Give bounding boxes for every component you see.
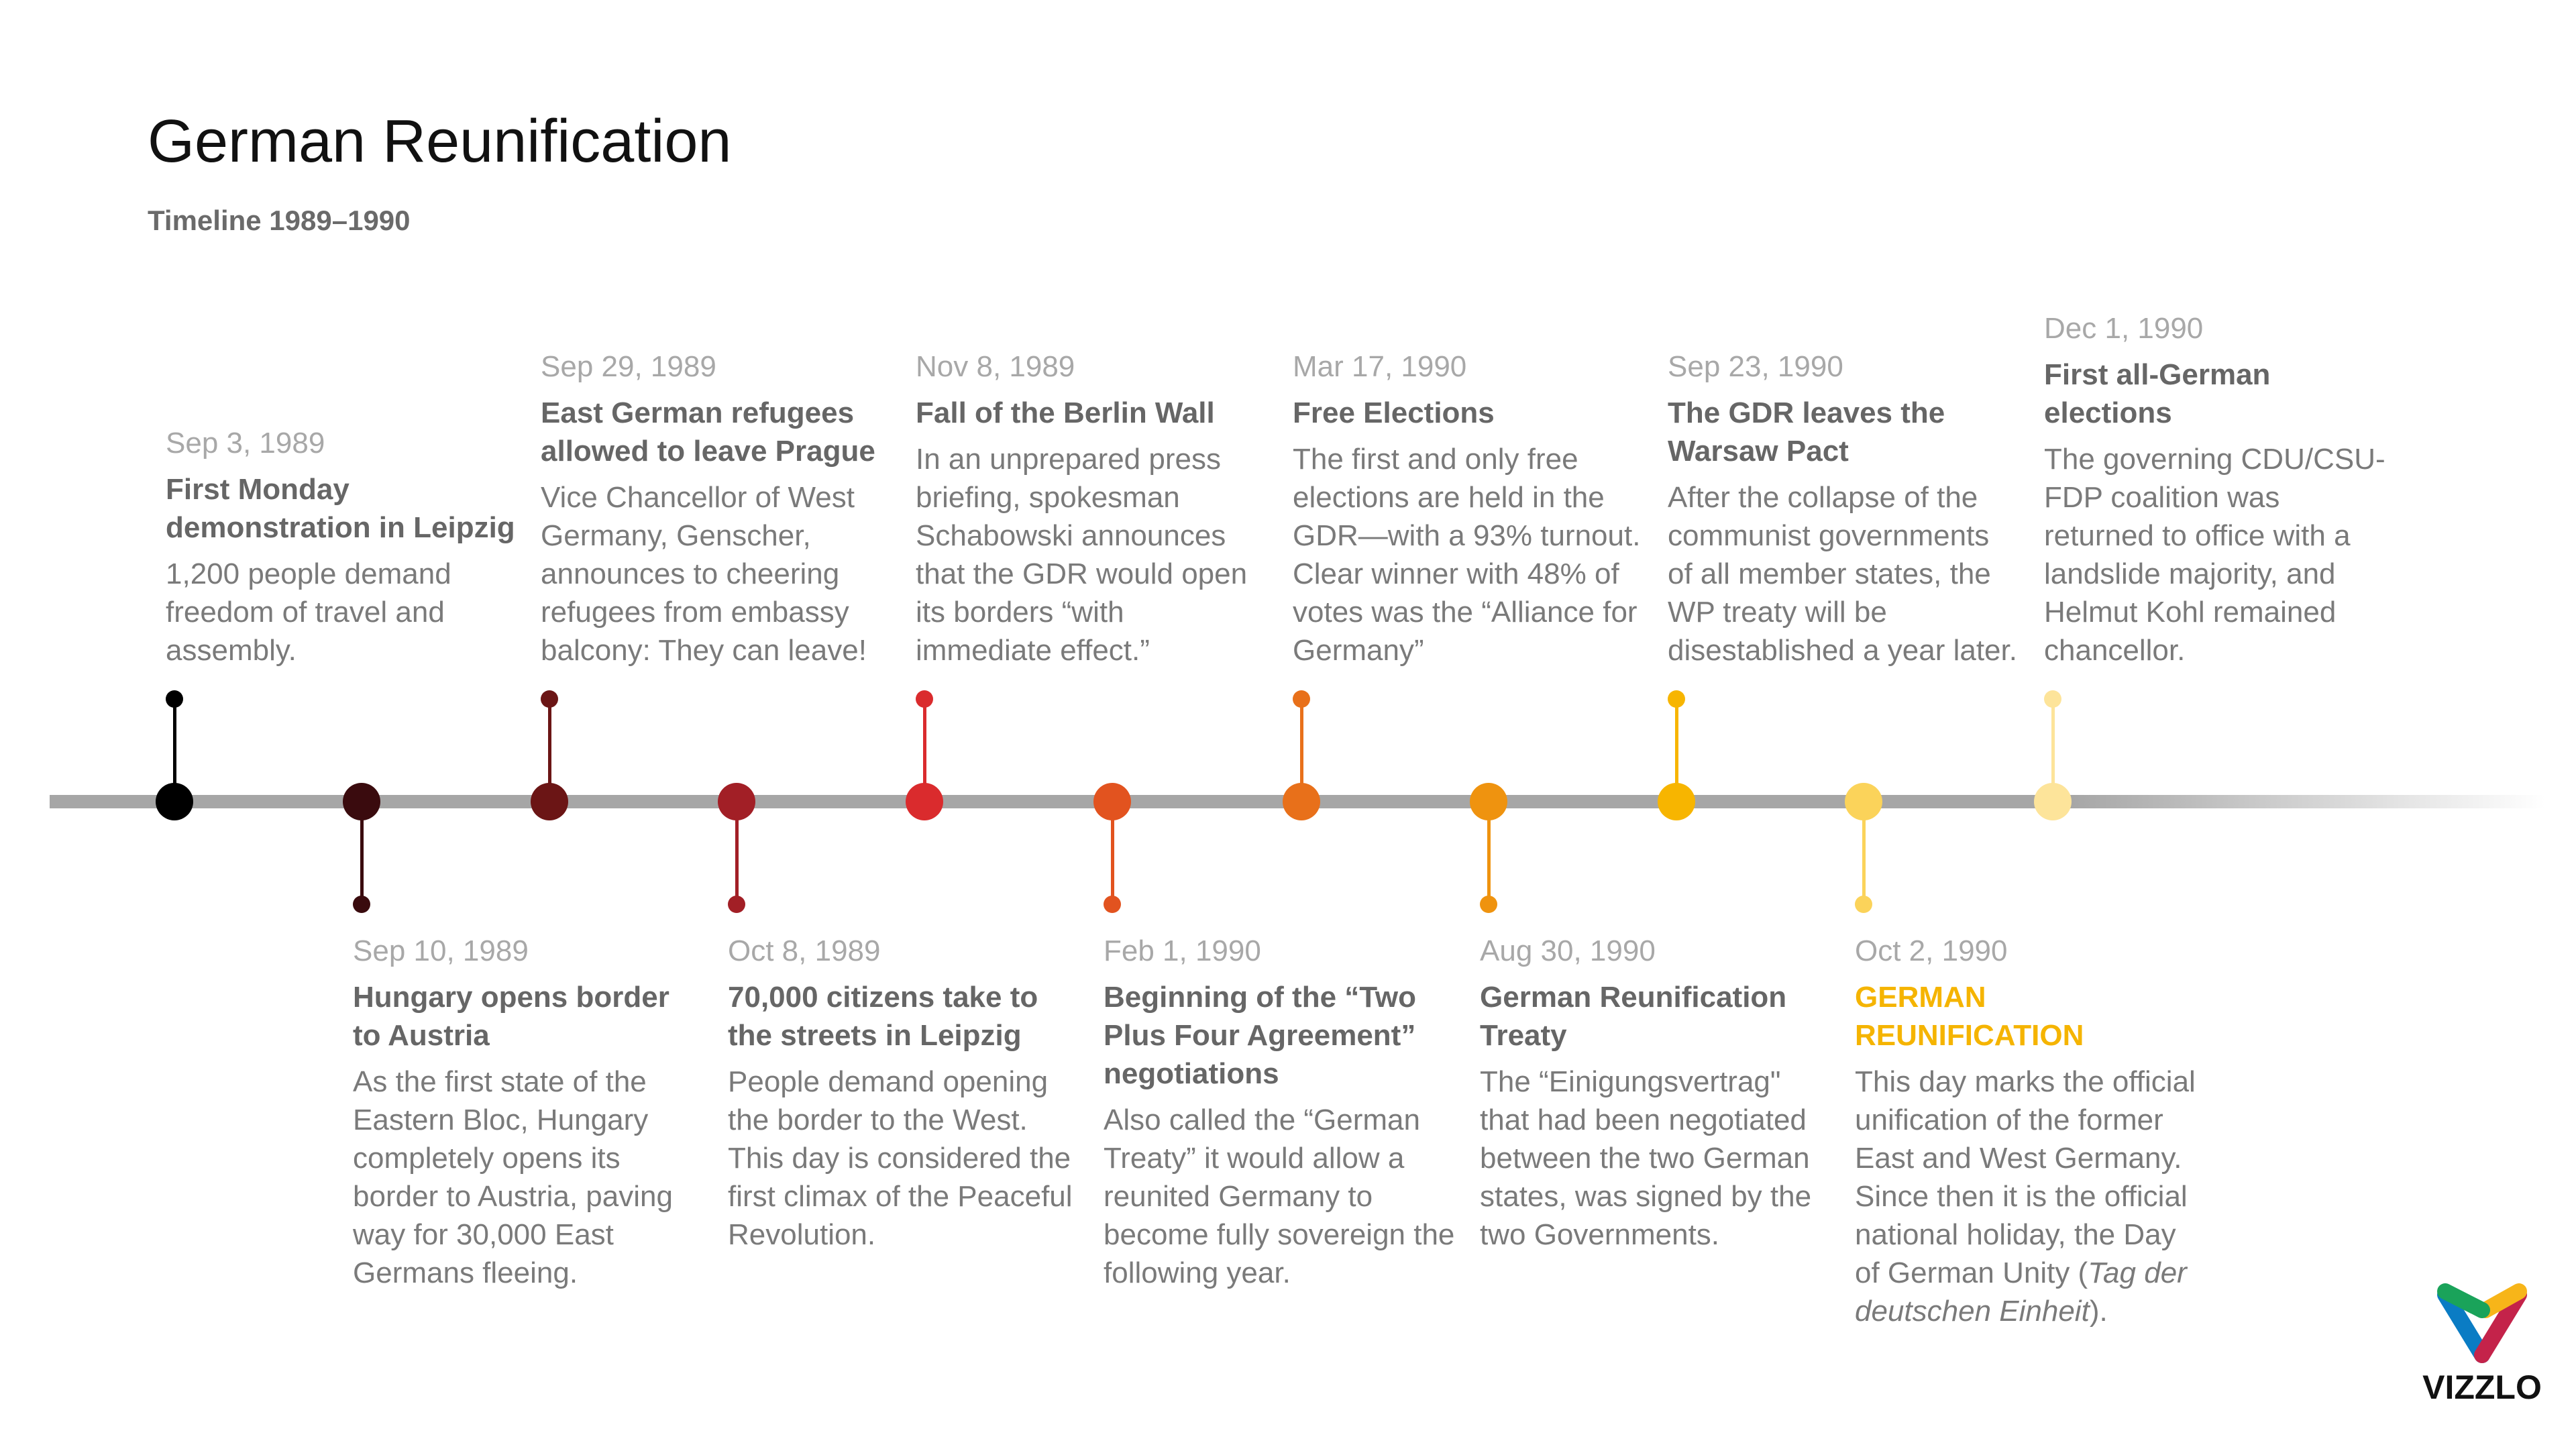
event-description-text: The “Einigungsvertrag" that had been neg… xyxy=(1480,1065,1812,1251)
event-description: The governing CDU/CSU-FDP coalition was … xyxy=(2044,440,2396,669)
event-title: Free Elections xyxy=(1293,396,1495,429)
timeline-connector xyxy=(1299,699,1303,802)
timeline-connector xyxy=(172,699,176,802)
event-title: Beginning of the “Two Plus Four Agreemen… xyxy=(1104,981,1416,1090)
timeline-node xyxy=(1658,783,1695,820)
event-description-text: People demand opening the border to the … xyxy=(728,1065,1073,1251)
event-title: First Monday demonstration in Leipzig xyxy=(166,473,515,544)
event-description-text: As the first state of the Eastern Bloc, … xyxy=(353,1065,673,1289)
event-description: Vice Chancellor of West Germany, Gensche… xyxy=(541,478,893,669)
event-title: 70,000 citizens take to the streets in L… xyxy=(728,981,1038,1052)
vizzlo-logo: VIZZLO xyxy=(2415,1271,2549,1419)
timeline-marker xyxy=(166,690,183,708)
event-card: Oct 8, 1989 70,000 citizens take to the s… xyxy=(728,932,1080,1254)
event-card: Sep 29, 1989 East German refugees allowed… xyxy=(541,348,893,669)
event-card: Sep 23, 1990 The GDR leaves the Warsaw Pa… xyxy=(1668,348,2020,669)
timeline-node xyxy=(343,783,380,820)
timeline-node xyxy=(718,783,755,820)
event-title: East German refugees allowed to leave Pr… xyxy=(541,396,875,468)
event-card: Aug 30, 1990 German Reunification Treaty T… xyxy=(1480,932,1832,1254)
event-card: Feb 1, 1990 Beginning of the “Two Plus Fo… xyxy=(1104,932,1456,1292)
timeline-connector xyxy=(360,802,364,904)
timeline-node xyxy=(1283,783,1320,820)
event-card: Sep 10, 1989 Hungary opens border to Aust… xyxy=(353,932,705,1292)
event-title: The GDR leaves the Warsaw Pact xyxy=(1668,396,1945,468)
timeline-marker xyxy=(1293,690,1310,708)
timeline-node xyxy=(2034,783,2072,820)
event-description: As the first state of the Eastern Bloc, … xyxy=(353,1063,705,1292)
timeline-marker xyxy=(1104,896,1121,913)
event-description-text: After the collapse of the communist gove… xyxy=(1668,481,2017,667)
event-description: This day marks the official unification … xyxy=(1855,1063,2207,1330)
timeline-node xyxy=(1470,783,1507,820)
event-description: The first and only free elections are he… xyxy=(1293,440,1645,669)
timeline-connector xyxy=(1110,802,1114,904)
logo-text: VIZZLO xyxy=(2422,1368,2542,1406)
event-date: Mar 17, 1990 xyxy=(1293,350,1467,383)
timeline-marker xyxy=(2044,690,2061,708)
event-date: Aug 30, 1990 xyxy=(1480,934,1656,967)
timeline-connector xyxy=(2051,699,2055,802)
event-description: 1,200 people demand freedom of travel an… xyxy=(166,555,518,669)
event-description-text: In an unprepared press briefing, spokesm… xyxy=(916,443,1248,667)
event-description: In an unprepared press briefing, spokesm… xyxy=(916,440,1268,669)
event-date: Nov 8, 1989 xyxy=(916,350,1075,383)
timeline-marker xyxy=(1855,896,1872,913)
event-description: Also called the “German Treaty” it would… xyxy=(1104,1101,1456,1292)
event-date: Dec 1, 1990 xyxy=(2044,312,2204,345)
timeline-node xyxy=(531,783,568,820)
event-description: The “Einigungsvertrag" that had been neg… xyxy=(1480,1063,1832,1254)
timeline-node xyxy=(156,783,193,820)
timeline-node xyxy=(1845,783,1882,820)
event-description: People demand opening the border to the … xyxy=(728,1063,1080,1254)
vizzlo-logo-icon: VIZZLO xyxy=(2422,1283,2542,1406)
event-card: Mar 17, 1990 Free Elections The first and … xyxy=(1293,348,1645,669)
event-card: Dec 1, 1990 First all-German elections The… xyxy=(2044,310,2396,669)
event-card: Sep 3, 1989 First Monday demonstration in… xyxy=(166,425,518,669)
timeline-connector xyxy=(1487,802,1491,904)
event-card: Nov 8, 1989 Fall of the Berlin Wall In an … xyxy=(916,348,1268,669)
event-date: Sep 3, 1989 xyxy=(166,427,325,460)
timeline-connector xyxy=(735,802,739,904)
timeline-marker xyxy=(916,690,933,708)
event-title: German Reunification Treaty xyxy=(1480,981,1787,1052)
timeline-connector xyxy=(922,699,926,802)
event-card: Oct 2, 1990 GERMAN REUNIFICATION This day … xyxy=(1855,932,2207,1330)
event-description-text: Vice Chancellor of West Germany, Gensche… xyxy=(541,481,867,667)
event-title: Fall of the Berlin Wall xyxy=(916,396,1215,429)
event-description-text: This day marks the official unification … xyxy=(1855,1065,2196,1289)
event-title: GERMAN REUNIFICATION xyxy=(1855,981,2084,1052)
event-date: Sep 29, 1989 xyxy=(541,350,716,383)
timeline-connector xyxy=(1674,699,1678,802)
event-date: Feb 1, 1990 xyxy=(1104,934,1261,967)
event-title: Hungary opens border to Austria xyxy=(353,981,669,1052)
event-description-text: Also called the “German Treaty” it would… xyxy=(1104,1104,1455,1289)
timeline-marker xyxy=(353,896,370,913)
event-description-italic: Tag der deutschen Einheit xyxy=(1855,1256,2187,1328)
event-title: First all-German elections xyxy=(2044,358,2271,429)
event-date: Sep 10, 1989 xyxy=(353,934,529,967)
page-subtitle: Timeline 1989–1990 xyxy=(148,205,411,236)
event-description-text: The governing CDU/CSU-FDP coalition was … xyxy=(2044,443,2385,667)
timeline-marker xyxy=(1668,690,1685,708)
timeline-marker xyxy=(1480,896,1497,913)
event-description-text: 1,200 people demand freedom of travel an… xyxy=(166,557,451,667)
event-date: Oct 8, 1989 xyxy=(728,934,881,967)
event-description-end: ). xyxy=(2089,1295,2108,1328)
event-date: Oct 2, 1990 xyxy=(1855,934,2008,967)
timeline-marker xyxy=(541,690,558,708)
timeline-node xyxy=(906,783,943,820)
event-description-text: The first and only free elections are he… xyxy=(1293,443,1641,667)
timeline-connector xyxy=(1862,802,1866,904)
page-title: German Reunification xyxy=(148,108,732,175)
timeline-connector xyxy=(547,699,551,802)
timeline-marker xyxy=(728,896,745,913)
event-description: After the collapse of the communist gove… xyxy=(1668,478,2020,669)
timeline-node xyxy=(1093,783,1131,820)
event-date: Sep 23, 1990 xyxy=(1668,350,1843,383)
